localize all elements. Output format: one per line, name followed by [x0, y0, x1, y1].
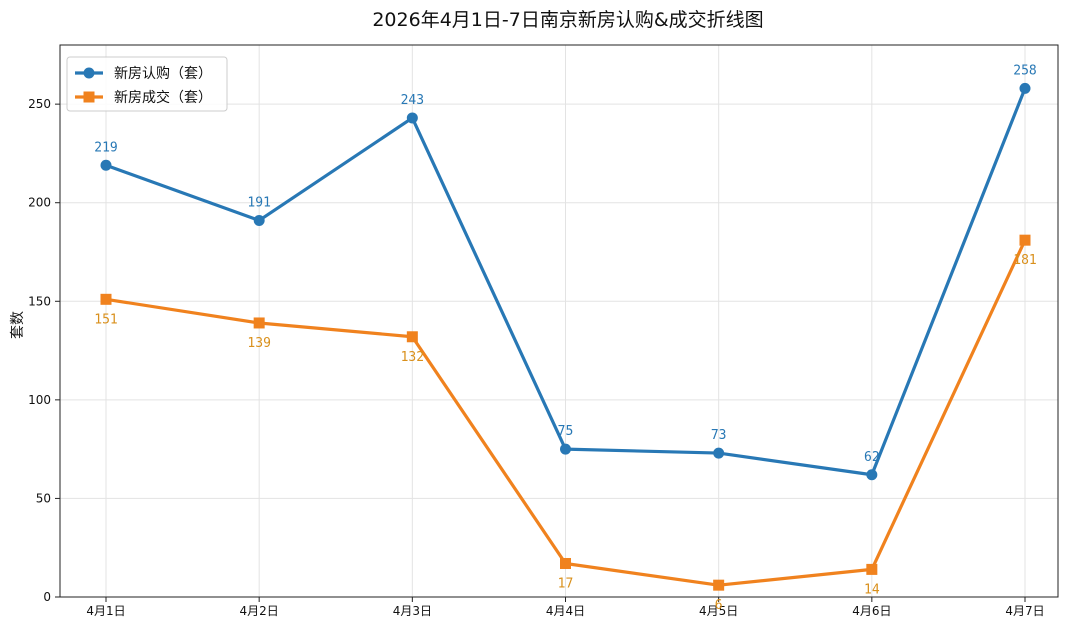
data-point-marker	[100, 293, 112, 305]
data-point-marker	[866, 563, 878, 575]
x-tick-label: 4月2日	[240, 604, 279, 618]
data-label: 14	[864, 582, 880, 597]
x-tick-label: 4月3日	[393, 604, 432, 618]
data-label: 6	[715, 598, 723, 613]
data-point-marker	[713, 579, 725, 591]
data-point-marker	[560, 557, 571, 569]
x-tick-label: 4月5日	[699, 604, 738, 618]
data-label: 258	[1013, 63, 1036, 78]
axes: 0 50 100 150 200 250 4月1日 4月2日 4月3日 4月4日 4月5日 4月6日 4…	[28, 44, 1059, 618]
data-point-marker	[253, 317, 265, 329]
y-tick-label: 150	[28, 294, 51, 308]
data-label: 151	[94, 312, 117, 327]
x-tick-label: 4月1日	[86, 604, 125, 618]
y-tick-label: 200	[28, 196, 51, 210]
data-label: 243	[401, 93, 424, 108]
data-label: 191	[247, 195, 270, 210]
data-label: 62	[864, 450, 880, 465]
legend-box	[66, 56, 228, 112]
x-tick-label: 4月6日	[852, 604, 891, 618]
data-point-marker	[253, 214, 265, 226]
data-point-marker	[713, 447, 725, 459]
data-label: 75	[558, 424, 574, 439]
legend: 新房认购（套） 新房成交（套）	[66, 56, 228, 112]
y-tick-label: 0	[43, 590, 51, 604]
data-point-marker	[1019, 82, 1031, 94]
plot-frame	[59, 44, 1059, 598]
data-point-marker	[406, 112, 418, 124]
legend-marker	[83, 91, 95, 103]
data-point-marker	[406, 331, 418, 343]
y-axis-label: 套数	[10, 311, 26, 339]
data-label: 219	[94, 140, 117, 155]
y-tick-label: 100	[28, 393, 51, 407]
x-tick-label: 4月7日	[1005, 604, 1044, 618]
data-point-marker	[560, 443, 571, 455]
data-label: 139	[247, 336, 270, 351]
series-group: 219 191 243 75 73 62 258 151 139 132 17 6 14 181	[94, 63, 1036, 613]
data-point-marker	[1019, 234, 1031, 246]
legend-marker	[83, 67, 95, 79]
data-point-marker	[866, 469, 878, 481]
x-tick-label: 4月4日	[546, 604, 585, 618]
legend-entry: 新房认购（套）	[114, 66, 212, 82]
data-label: 73	[711, 428, 727, 443]
grid-lines	[60, 45, 1058, 597]
y-tick-label: 50	[36, 491, 51, 505]
chart-title: 2026年4月1日-7日南京新房认购&成交折线图	[372, 9, 763, 31]
data-point-marker	[100, 159, 112, 171]
data-label: 132	[401, 350, 424, 365]
y-tick-label: 250	[28, 97, 51, 111]
data-label: 181	[1013, 253, 1036, 268]
legend-entry: 新房成交（套）	[114, 89, 212, 106]
data-label: 17	[558, 576, 574, 591]
